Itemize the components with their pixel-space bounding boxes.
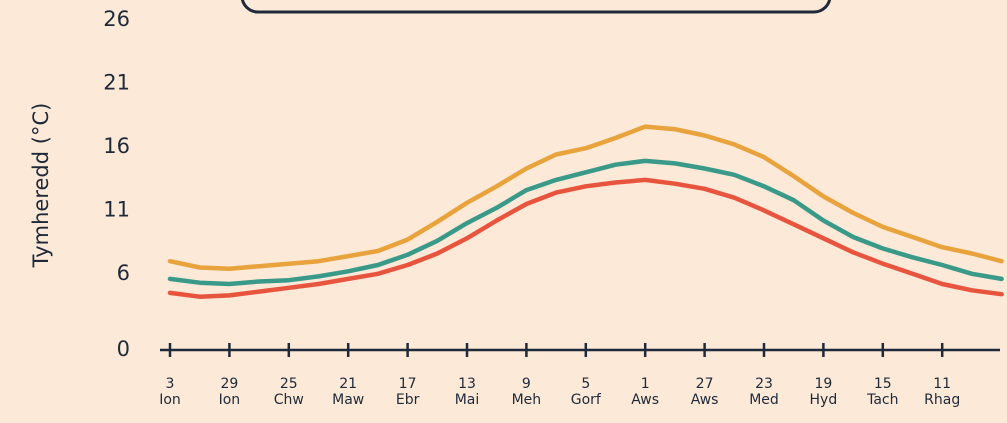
x-tick-label: 11 Rhag: [924, 376, 961, 408]
y-tick-label: 0: [117, 337, 130, 361]
y-tick-label: 16: [103, 134, 130, 158]
x-tick-label: 13 Mai: [454, 376, 480, 408]
x-tick-label: 17 Ebr: [395, 376, 420, 408]
x-tick-label: 9 Meh: [511, 376, 542, 408]
y-tick-label: 11: [103, 197, 130, 221]
x-tick-label: 5 Gorf: [570, 376, 601, 408]
x-tick-label: 3 Ion: [159, 376, 181, 408]
series-line: [167, 124, 1004, 272]
y-tick-label: 21: [103, 70, 130, 94]
legend-box: [240, 0, 832, 14]
x-tick-label: 15 Tach: [867, 376, 899, 408]
x-tick-label: 29 Ion: [218, 376, 241, 408]
x-tick-label: 21 Maw: [332, 376, 365, 408]
series-line: [167, 158, 1004, 287]
x-tick-label: 19 Hyd: [809, 376, 838, 408]
x-tick-label: 27 Aws: [690, 376, 719, 408]
x-tick-label: 23 Med: [749, 376, 779, 408]
x-tick-label: 25 Chw: [273, 376, 304, 408]
x-tick-label: 1 Aws: [631, 376, 660, 408]
y-tick-label: 26: [103, 7, 130, 31]
y-tick-label: 6: [117, 261, 130, 285]
series-line: [167, 177, 1004, 299]
y-axis-title: Tymheredd (°C): [29, 103, 53, 269]
